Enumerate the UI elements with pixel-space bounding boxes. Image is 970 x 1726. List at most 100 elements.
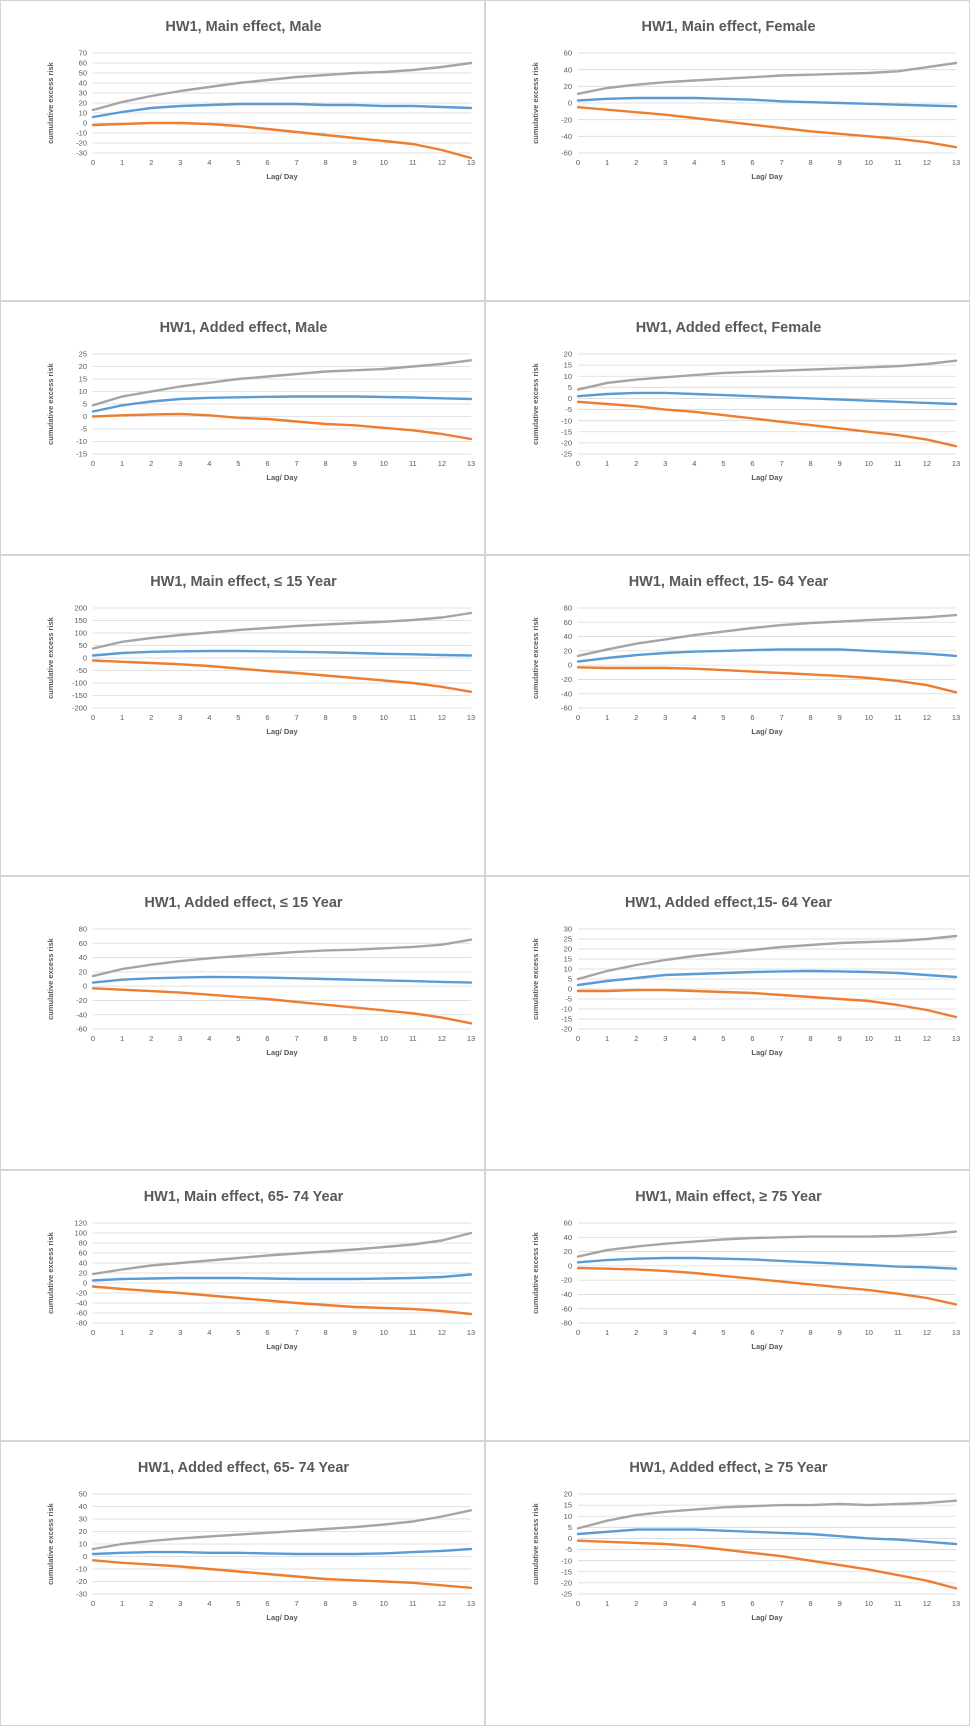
- series-line-lower: [576, 400, 958, 448]
- x-tick-label: 3: [178, 1034, 182, 1043]
- x-tick-label: 3: [663, 1328, 667, 1337]
- x-tick-label: 12: [438, 459, 446, 468]
- x-tick-label: 5: [721, 1328, 725, 1337]
- series-line-upper: [91, 61, 473, 112]
- x-tick-label: 12: [923, 1599, 931, 1608]
- x-tick-label: 5: [236, 1034, 240, 1043]
- y-tick-label: 20: [564, 945, 572, 954]
- line-chart: HW1, Added effect, Female20151050-5-10-1…: [531, 320, 960, 482]
- y-tick-label: 15: [564, 955, 572, 964]
- y-tick-label: 30: [79, 1515, 87, 1524]
- x-tick-label: 13: [952, 713, 960, 722]
- y-tick-label: 60: [564, 618, 572, 627]
- y-tick-label: -20: [561, 1578, 572, 1587]
- y-tick-label: 10: [564, 965, 572, 974]
- x-axis-label: Lag/ Day: [266, 727, 298, 736]
- y-tick-label: 20: [564, 1490, 572, 1499]
- chart-title: HW1, Main effect, 15- 64 Year: [629, 574, 829, 590]
- y-tick-label: -60: [561, 704, 572, 713]
- x-tick-label: 8: [324, 158, 328, 167]
- y-tick-label: 100: [74, 1229, 87, 1238]
- series-line-lower: [576, 666, 958, 694]
- y-tick-label: 100: [74, 629, 87, 638]
- x-tick-label: 4: [692, 713, 696, 722]
- y-tick-label: 60: [79, 1249, 87, 1258]
- line-chart: HW1, Main effect, ≤ 15 Year200150100500-…: [46, 574, 475, 736]
- x-tick-label: 2: [149, 1034, 153, 1043]
- y-axis-label: cumulative excess risk: [531, 616, 540, 699]
- y-tick-label: -40: [561, 1290, 572, 1299]
- x-tick-label: 6: [265, 1599, 269, 1608]
- series-line-upper: [576, 1230, 958, 1258]
- x-tick-label: 4: [207, 158, 211, 167]
- x-tick-label: 9: [353, 1034, 357, 1043]
- x-tick-label: 13: [952, 158, 960, 167]
- chart-panel-1: HW1, Main effect, Male 70 60 50 40 30 20 10 0 -10…: [0, 0, 485, 301]
- y-tick-label: 200: [74, 604, 87, 613]
- x-tick-label: 10: [865, 1328, 873, 1337]
- chart-title: HW1, Added effect,15- 64 Year: [625, 895, 832, 911]
- y-tick-label: 20: [564, 82, 572, 91]
- x-tick-label: 10: [380, 1599, 388, 1608]
- x-tick-label: 10: [380, 1034, 388, 1043]
- line-chart: HW1, Main effect, 15- 64 Year806040200-2…: [531, 574, 960, 736]
- x-tick-label: 11: [894, 459, 902, 468]
- x-tick-label: 6: [750, 713, 754, 722]
- x-tick-label: 7: [779, 1034, 783, 1043]
- series-line-upper: [91, 359, 473, 407]
- chart-title: HW1, Main effect, Male: [165, 19, 321, 35]
- series-line-upper: [91, 1509, 473, 1551]
- chart-panel-8: HW1, Added effect,15- 64 Year 30 25 20 15 10 5…: [485, 876, 970, 1170]
- chart-panel-7: HW1, Added effect, ≤ 15 Year 80 60 40 20 0 -20…: [0, 876, 485, 1170]
- chart-title: HW1, Main effect, ≤ 15 Year: [150, 574, 337, 590]
- y-tick-label: -5: [80, 425, 87, 434]
- series-line-upper: [576, 61, 958, 96]
- x-tick-label: 2: [634, 1599, 638, 1608]
- y-tick-label: 60: [564, 1219, 572, 1228]
- x-tick-label: 13: [467, 713, 475, 722]
- x-tick-label: 3: [663, 1599, 667, 1608]
- x-axis-label: Lag/ Day: [266, 473, 298, 482]
- y-tick-label: 5: [568, 1523, 572, 1532]
- x-tick-label: 13: [952, 459, 960, 468]
- x-tick-label: 4: [207, 1328, 211, 1337]
- y-tick-label: -25: [561, 450, 572, 459]
- x-tick-label: 3: [178, 713, 182, 722]
- x-tick-label: 0: [576, 1034, 580, 1043]
- x-tick-label: 1: [120, 1599, 124, 1608]
- chart-panel-3: HW1, Added effect, Male 25 20 15 10 5 0 -5 -10 -1…: [0, 301, 485, 555]
- y-tick-label: 5: [568, 975, 572, 984]
- x-tick-label: 8: [324, 459, 328, 468]
- y-tick-label: -10: [76, 1565, 87, 1574]
- y-tick-label: 150: [74, 616, 87, 625]
- x-tick-label: 11: [409, 459, 417, 468]
- x-tick-label: 1: [120, 713, 124, 722]
- y-tick-label: 10: [564, 372, 572, 381]
- y-tick-label: -60: [76, 1309, 87, 1318]
- x-tick-label: 3: [663, 713, 667, 722]
- x-tick-label: 2: [149, 713, 153, 722]
- y-tick-label: -25: [561, 1590, 572, 1599]
- y-tick-label: -60: [561, 149, 572, 158]
- x-tick-label: 9: [353, 713, 357, 722]
- y-tick-label: -40: [76, 1010, 87, 1019]
- x-axis-label: Lag/ Day: [751, 727, 783, 736]
- y-tick-label: -40: [561, 132, 572, 141]
- series-line-estimate: [91, 1273, 473, 1282]
- x-tick-label: 4: [692, 158, 696, 167]
- x-tick-label: 6: [265, 1328, 269, 1337]
- x-axis-label: Lag/ Day: [266, 1613, 298, 1622]
- x-tick-label: 1: [120, 158, 124, 167]
- x-axis-label: Lag/ Day: [266, 172, 298, 181]
- x-tick-label: 9: [353, 459, 357, 468]
- y-tick-label: 20: [79, 1269, 87, 1278]
- y-tick-label: 20: [564, 350, 572, 359]
- y-tick-label: -30: [76, 149, 87, 158]
- x-tick-label: 6: [265, 459, 269, 468]
- x-tick-label: 3: [663, 459, 667, 468]
- x-tick-label: 11: [894, 158, 902, 167]
- line-chart: HW1, Main effect, Female6040200-20-40-60…: [531, 19, 960, 181]
- line-chart: HW1, Added effect, ≤ 15 Year806040200-20…: [46, 895, 475, 1057]
- x-tick-label: 10: [865, 158, 873, 167]
- y-tick-label: -100: [72, 679, 87, 688]
